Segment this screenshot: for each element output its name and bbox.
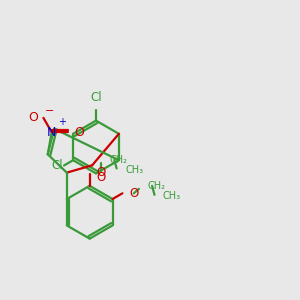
Text: N: N	[47, 126, 56, 139]
Text: O: O	[129, 187, 138, 200]
Text: CH₃: CH₃	[163, 191, 181, 201]
Text: CH₂: CH₂	[110, 155, 128, 165]
Text: Cl: Cl	[51, 159, 62, 172]
Text: CH₃: CH₃	[125, 165, 143, 175]
Text: O: O	[97, 171, 106, 184]
Text: +: +	[58, 117, 66, 127]
Text: O: O	[28, 111, 38, 124]
Text: −: −	[45, 106, 54, 116]
Text: Cl: Cl	[90, 91, 102, 104]
Text: CH₂: CH₂	[147, 182, 165, 191]
Text: O: O	[74, 126, 84, 139]
Text: O: O	[96, 167, 106, 179]
